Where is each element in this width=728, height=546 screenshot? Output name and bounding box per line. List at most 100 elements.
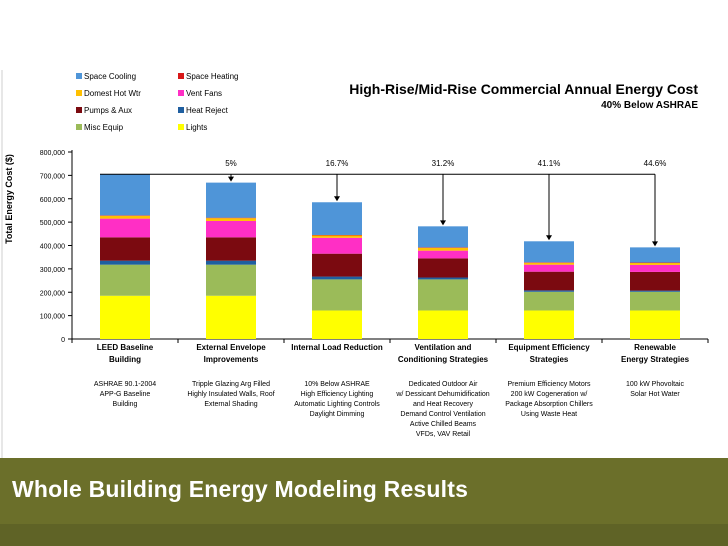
strategy-description-line: Highly Insulated Walls, Roof (187, 391, 274, 398)
legend-label: Pumps & Aux (84, 106, 132, 115)
legend-label: Space Cooling (84, 72, 136, 81)
strategy-descriptions: ASHRAE 90.1-2004 APP-G Baseline Building Tr… (94, 381, 685, 438)
bar-segment-vent-fans (312, 237, 362, 254)
strategy-description-line: w/ Dessicant Dehumidification (395, 391, 489, 398)
bar-stacks (100, 174, 680, 339)
savings-label: 5% (225, 159, 237, 168)
legend-swatch (178, 124, 184, 130)
legend-label: Misc Equip (84, 123, 124, 132)
legend-swatch (76, 73, 82, 79)
bar-segment-space-cooling (206, 182, 256, 218)
category-label: Equipment Efficiency (508, 343, 590, 352)
bar-segment-lights (100, 295, 150, 339)
bar-segment-lights (524, 310, 574, 339)
strategy-description-line: and Heat Recovery (413, 401, 473, 408)
legend-swatch (76, 90, 82, 96)
category-label: Building (109, 355, 141, 364)
category-labels: LEED Baseline Building External Envelope Im… (97, 343, 690, 364)
savings-label: 41.1% (538, 159, 561, 168)
strategy-description-line: Automatic Lighting Controls (294, 401, 380, 408)
bar-segment-vent-fans (524, 264, 574, 272)
bar-segment-lights (312, 310, 362, 339)
strategy-description-line: Active Chilled Beams (410, 421, 477, 428)
bar-segment-vent-fans (100, 218, 150, 238)
bar-segment-pumps-aux (524, 271, 574, 291)
y-tick-label: 700,000 (40, 173, 65, 180)
bar-segment-space-cooling (524, 241, 574, 263)
baseline-reference (100, 173, 658, 247)
bar-segment-misc-equip (100, 264, 150, 296)
bar-segment-vent-fans (630, 264, 680, 272)
chart-subtitle: 40% Below ASHRAE (601, 100, 698, 111)
strategy-description-line: 10% Below ASHRAE (304, 381, 370, 388)
strategy-description-line: ASHRAE 90.1-2004 (94, 381, 156, 388)
y-tick-label: 500,000 (40, 220, 65, 227)
strategy-description-line: Package Absorption Chillers (505, 401, 593, 408)
bar-segment-domest-hot-wtr (206, 218, 256, 221)
y-tick-label: 800,000 (40, 150, 65, 157)
strategy-description-line: Building (113, 401, 138, 408)
category-label: External Envelope (196, 343, 266, 352)
legend-swatch (76, 124, 82, 130)
bar-segment-pumps-aux (312, 253, 362, 277)
bar-segment-heat-reject (206, 260, 256, 265)
slide-title: Whole Building Energy Modeling Results (12, 476, 469, 502)
bar-segment-lights (418, 310, 468, 339)
savings-label: 31.2% (432, 159, 455, 168)
strategy-description-line: VFDs, VAV Retail (416, 431, 471, 438)
bar-segment-misc-equip (524, 291, 574, 311)
footer-strip (0, 524, 728, 546)
bar-segment-domest-hot-wtr (630, 263, 680, 265)
bar-segment-vent-fans (418, 250, 468, 259)
bar-segment-space-cooling (312, 202, 362, 235)
chart-title: High-Rise/Mid-Rise Commercial Annual Ene… (349, 81, 698, 97)
savings-arrow-head (334, 196, 340, 202)
strategy-description-line: Premium Efficiency Motors (507, 381, 591, 388)
legend-label: Lights (186, 123, 207, 132)
legend-swatch (76, 107, 82, 113)
legend-label: Heat Reject (186, 106, 229, 115)
y-tick-label: 0 (61, 337, 65, 344)
bar-segment-misc-equip (206, 264, 256, 296)
category-label: Internal Load Reduction (291, 343, 383, 352)
bar-segment-misc-equip (418, 279, 468, 311)
bar-segment-heat-reject (100, 260, 150, 265)
x-axis (71, 338, 709, 343)
legend-label: Space Heating (186, 72, 238, 81)
bar-segment-heat-reject (630, 290, 680, 292)
bar-segment-domest-hot-wtr (100, 215, 150, 219)
y-tick-label: 400,000 (40, 244, 65, 251)
bar-segment-misc-equip (312, 279, 362, 311)
bar-segment-vent-fans (206, 220, 256, 238)
bar-segment-heat-reject (524, 290, 574, 292)
bar-segment-heat-reject (418, 277, 468, 280)
category-label: Improvements (204, 355, 259, 364)
strategy-description-line: Tripple Glazing Arg Filled (192, 381, 270, 388)
legend-label: Domest Hot Wtr (84, 89, 141, 98)
y-tick-label: 200,000 (40, 290, 65, 297)
bar-segment-lights (630, 310, 680, 339)
strategy-description-line: High Efficiency Lighting (301, 391, 374, 398)
category-label: Strategies (530, 355, 569, 364)
y-axis: 0 100,000 200,000 300,000 400,000 500,000 600,… (40, 150, 73, 344)
legend-label: Vent Fans (186, 89, 222, 98)
bar-segment-lights (206, 295, 256, 339)
strategy-description-line: Using Waste Heat (521, 411, 577, 418)
legend-swatch (178, 73, 184, 79)
y-axis-label: Total Energy Cost ($) (4, 154, 14, 244)
bar-segment-heat-reject (312, 276, 362, 280)
bar-segment-domest-hot-wtr (312, 235, 362, 238)
strategy-description-line: Demand Control Ventilation (400, 411, 485, 418)
bar-segment-space-cooling (630, 247, 680, 263)
bar-segment-domest-hot-wtr (418, 247, 468, 251)
savings-labels: 5% 16.7% 31.2% 41.1% 44.6% (225, 159, 666, 168)
bar-segment-domest-hot-wtr (524, 262, 574, 265)
category-label: Energy Strategies (621, 355, 690, 364)
strategy-description-line: Daylight Dimming (310, 411, 365, 418)
energy-cost-chart: High-Rise/Mid-Rise Commercial Annual Ene… (1, 70, 709, 458)
category-label: Ventilation and (415, 343, 472, 352)
legend-swatch (178, 107, 184, 113)
bar-segment-pumps-aux (630, 271, 680, 291)
category-label: Conditioning Strategies (398, 355, 489, 364)
